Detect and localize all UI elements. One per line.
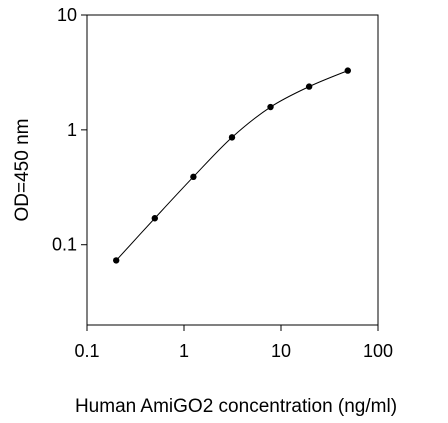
- x-axis-title: Human AmiGO2 concentration (ng/ml): [75, 396, 397, 417]
- y-tick-label: 0.1: [52, 235, 77, 255]
- data-point: [151, 215, 159, 222]
- data-point: [344, 67, 351, 74]
- data-point: [305, 83, 313, 90]
- data-point: [190, 173, 197, 181]
- fit-curve: [115, 70, 348, 261]
- x-tick-label: 1: [179, 341, 189, 361]
- data-point: [228, 134, 236, 141]
- y-axis: 0.1 1 10: [52, 5, 87, 255]
- data-point: [112, 257, 120, 264]
- data-point: [267, 103, 274, 111]
- x-axis: 0.1 1 10 100: [74, 325, 393, 361]
- y-tick-label: 1: [67, 120, 77, 140]
- x-tick-label: 0.1: [74, 341, 99, 361]
- y-tick-label: 10: [57, 5, 77, 25]
- x-tick-label: 10: [271, 341, 291, 361]
- plot-frame: [86, 14, 379, 326]
- y-axis-title: OD=450 nm: [12, 119, 33, 222]
- data-points: [112, 67, 351, 264]
- x-tick-label: 100: [363, 341, 393, 361]
